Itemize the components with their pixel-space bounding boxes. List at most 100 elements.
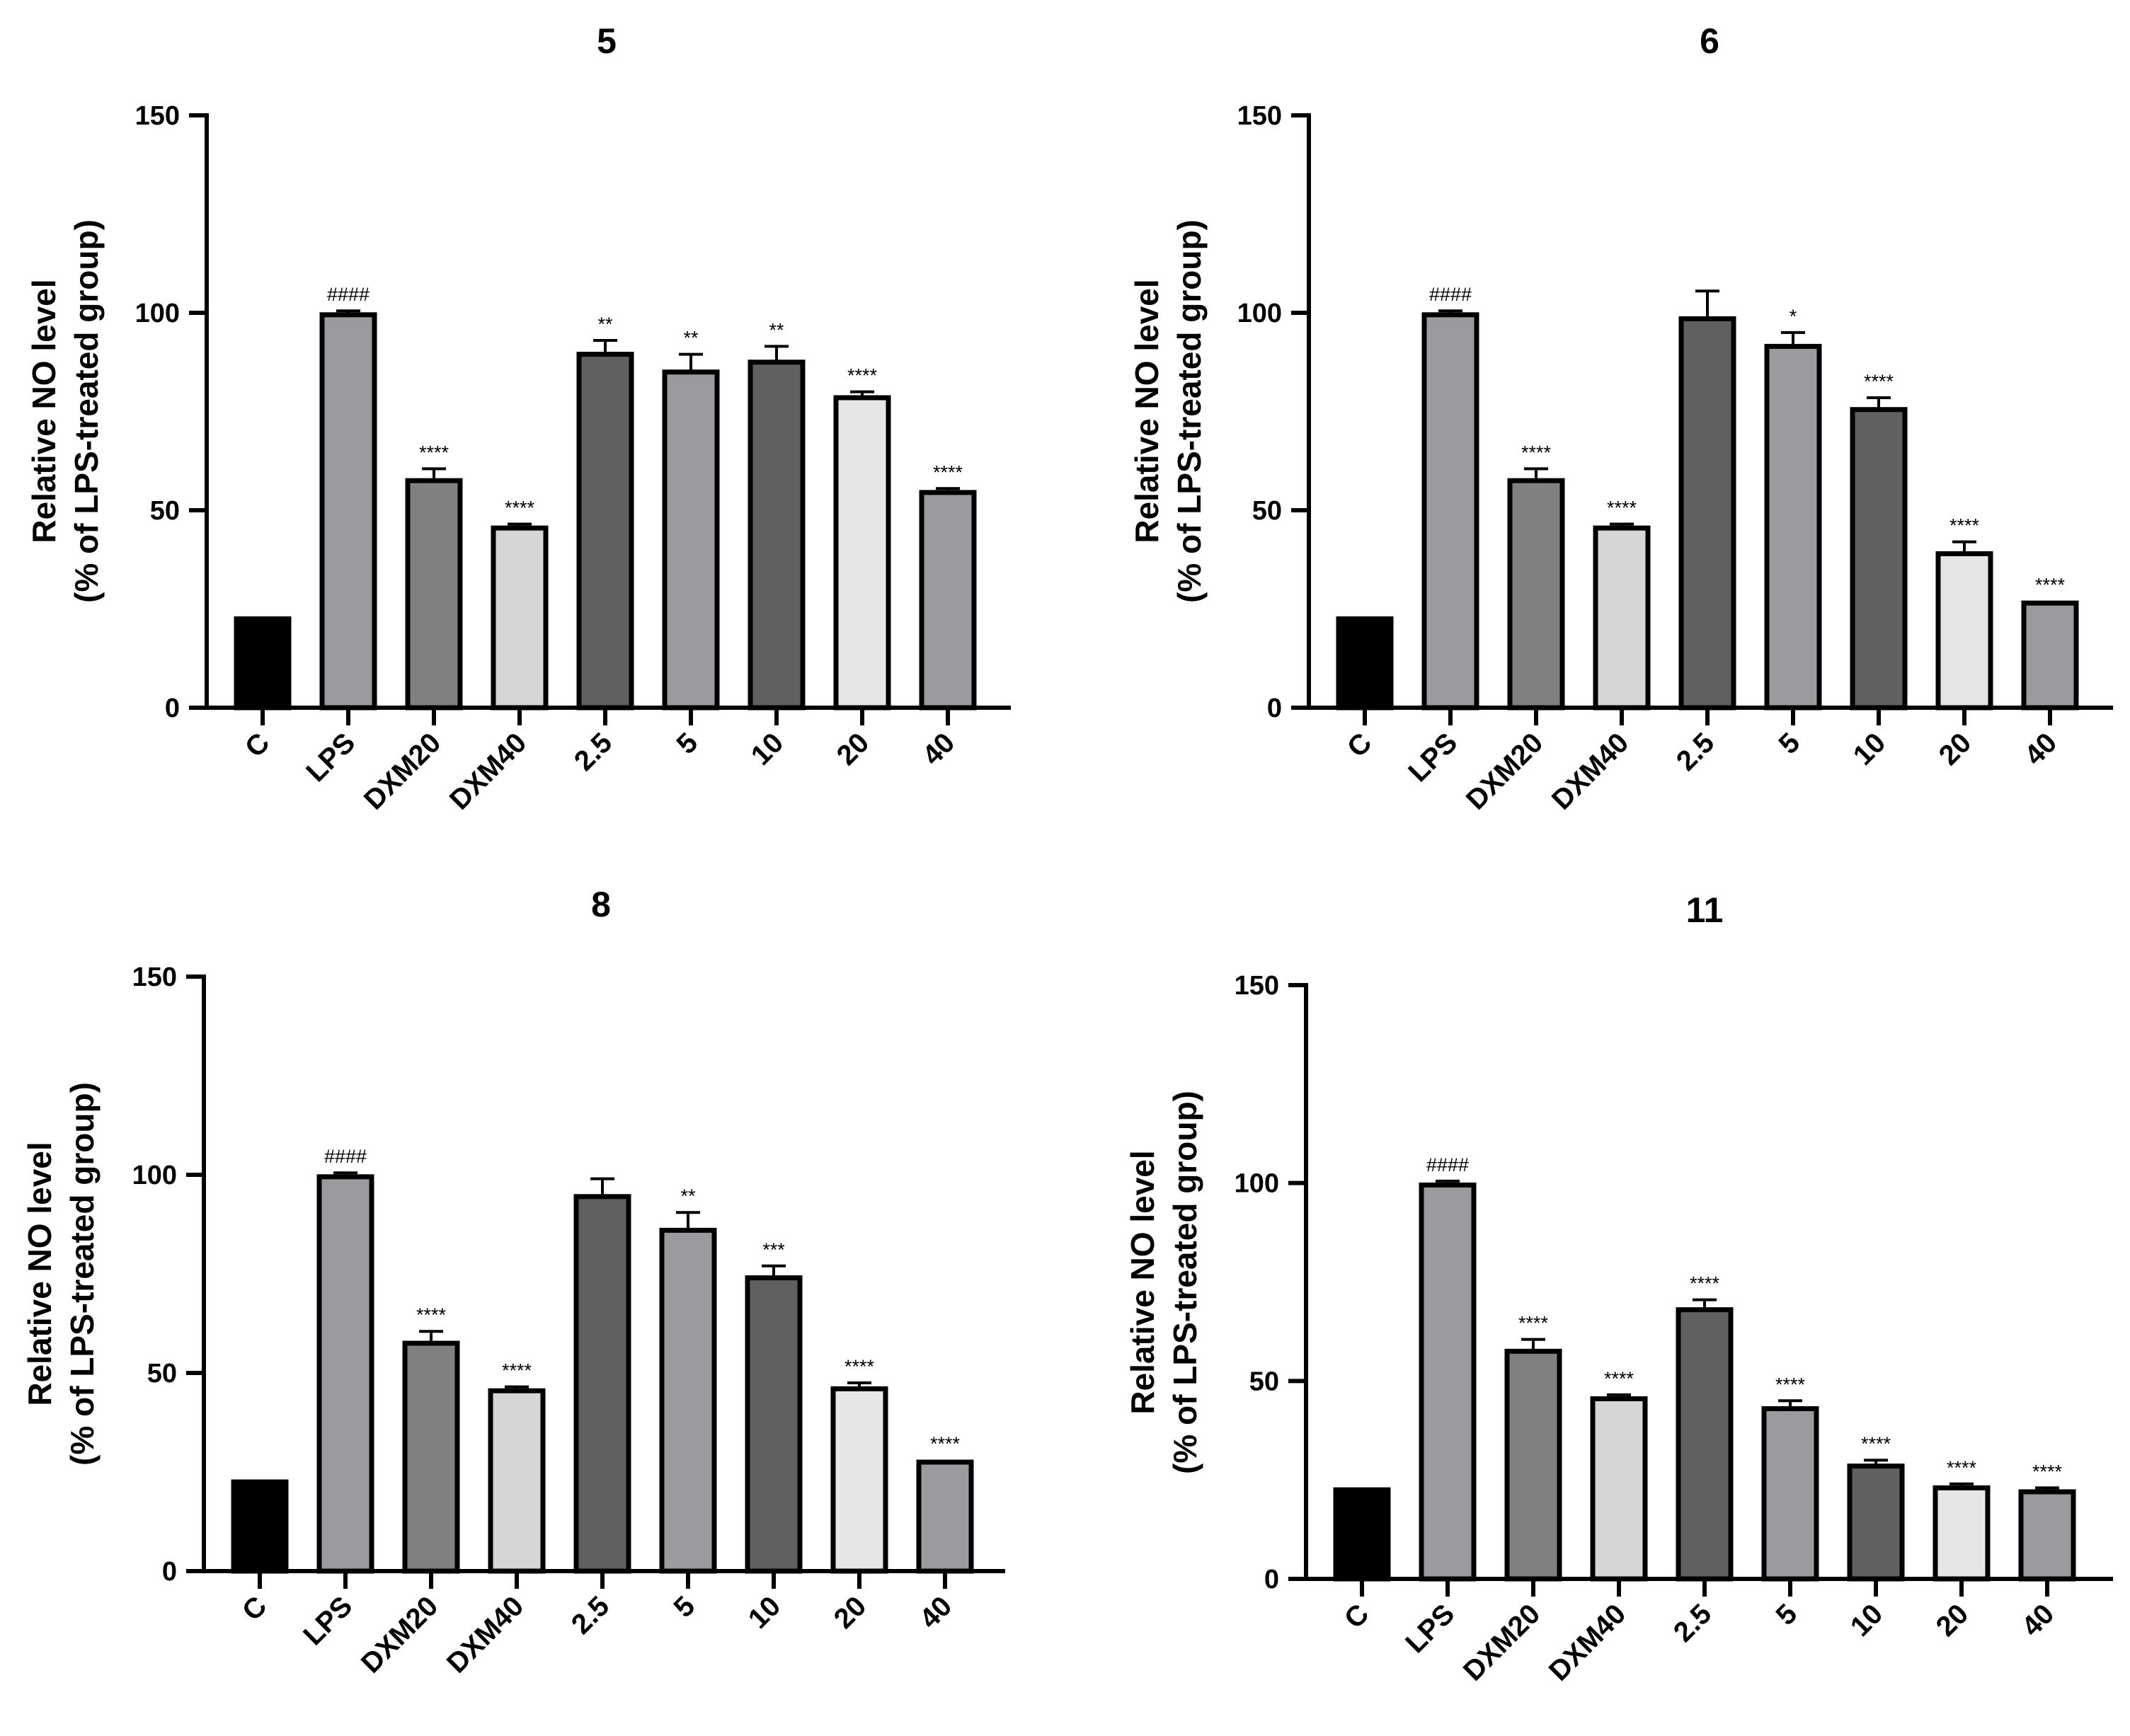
significance-label: ####: [1429, 284, 1472, 305]
bar-LPS: [1419, 1182, 1477, 1582]
x-category-label: 10: [1848, 727, 1892, 771]
y-tick-label: 0: [1267, 694, 1282, 723]
x-category-label: 10: [745, 727, 790, 771]
significance-label: ****: [1864, 371, 1894, 392]
significance-label: ####: [327, 284, 370, 305]
x-category-label: C: [239, 727, 276, 764]
x-category-label: 40: [914, 1590, 958, 1635]
bar-5: [1764, 343, 1822, 711]
y-tick-label: 50: [1249, 1367, 1279, 1396]
x-category-label: LPS: [1399, 1598, 1460, 1659]
y-tick-label: 150: [135, 101, 180, 131]
bar-LPS: [316, 1174, 374, 1574]
bar-20: [833, 395, 891, 711]
chart-title: 5: [597, 21, 617, 61]
x-category-label: DXM20: [358, 727, 447, 815]
bar-DXM20: [1504, 1348, 1562, 1582]
x-category-label: DXM40: [1543, 1598, 1632, 1686]
bar-40: [916, 1459, 974, 1574]
significance-label: ****: [1521, 442, 1552, 463]
x-category-label: LPS: [300, 727, 361, 788]
y-tick-label: 0: [162, 1557, 177, 1587]
significance-label: ****: [1607, 498, 1637, 519]
significance-label: ****: [2035, 574, 2066, 595]
x-category-label: 20: [831, 727, 876, 771]
significance-label: ****: [1947, 1457, 1977, 1478]
bar-5: [662, 369, 720, 711]
x-category-label: 2.5: [568, 727, 618, 776]
y-tick-label: 100: [132, 1161, 177, 1190]
x-category-label: C: [236, 1590, 273, 1627]
y-tick-label: 0: [165, 694, 180, 723]
significance-label: ****: [1775, 1374, 1806, 1395]
y-tick-label: 0: [1264, 1565, 1279, 1594]
chart-panel-11: 11 Relative NO level (% of LPS-treated gro…: [1124, 890, 2113, 1687]
y-axis-label-line1: Relative NO level: [1128, 279, 1165, 543]
chart-panel-6: 6 Relative NO level (% of LPS-treated grou…: [1128, 21, 2113, 816]
significance-label: **: [769, 319, 784, 340]
significance-label: ****: [844, 1356, 875, 1377]
bar-C: [1336, 616, 1394, 711]
y-axis-label-line1: Relative NO level: [1124, 1150, 1161, 1414]
x-category-label: 40: [2019, 727, 2063, 771]
significance-label: ####: [1426, 1154, 1469, 1175]
y-tick-label: 50: [150, 496, 180, 526]
bar-DXM40: [1590, 1396, 1648, 1582]
bar-10: [745, 1275, 803, 1574]
chart-panel-5: 5 Relative NO level (% of LPS-treated grou…: [25, 21, 1011, 816]
chart-panel-8: 8 Relative NO level (% of LPS-treated grou…: [21, 885, 1005, 1679]
significance-label: ****: [1690, 1273, 1720, 1294]
x-category-label: 5: [668, 1590, 702, 1623]
x-category-label: 5: [1773, 727, 1807, 760]
y-axis-label-line2: (% of LPS-treated group): [68, 219, 105, 603]
x-category-label: C: [1339, 1598, 1375, 1635]
x-category-label: 5: [671, 727, 704, 760]
bar-40: [919, 490, 977, 711]
bar-DXM20: [402, 1340, 460, 1574]
x-category-label: DXM40: [441, 1590, 529, 1679]
significance-label: ****: [505, 498, 535, 519]
bar-DXM20: [405, 478, 463, 711]
bar-10: [1847, 1464, 1905, 1582]
bar-DXM20: [1507, 478, 1565, 711]
x-category-label: 20: [828, 1590, 873, 1635]
significance-label: ####: [324, 1146, 367, 1167]
x-category-label: 20: [1930, 1598, 1975, 1643]
bar-10: [748, 360, 806, 711]
bar-LPS: [319, 312, 377, 711]
significance-label: ***: [762, 1239, 785, 1260]
x-category-label: DXM20: [1460, 727, 1549, 815]
significance-label: **: [597, 314, 613, 335]
bar-2.5: [1678, 316, 1736, 711]
significance-label: *: [1790, 306, 1797, 327]
y-axis-label-line1: Relative NO level: [25, 279, 62, 543]
y-tick-label: 50: [1252, 496, 1282, 526]
y-axis-label-line2: (% of LPS-treated group): [1167, 1091, 1203, 1474]
significance-label: ****: [2032, 1461, 2063, 1482]
x-category-label: 2.5: [1668, 1598, 1717, 1648]
x-category-label: LPS: [1402, 727, 1463, 788]
significance-label: **: [680, 1185, 696, 1207]
bar-5: [1761, 1406, 1819, 1582]
significance-label: ****: [419, 442, 450, 463]
y-tick-label: 150: [1237, 101, 1282, 131]
x-category-label: 10: [1845, 1598, 1889, 1643]
y-axis-label-line1: Relative NO level: [21, 1142, 58, 1406]
bar-20: [1935, 551, 1993, 711]
bar-DXM40: [1593, 525, 1651, 711]
x-category-label: LPS: [297, 1590, 358, 1651]
significance-label: **: [683, 328, 699, 349]
x-category-label: 5: [1770, 1598, 1804, 1631]
chart-title: 8: [591, 885, 611, 924]
y-tick-label: 100: [1235, 1169, 1279, 1199]
significance-label: ****: [933, 461, 963, 483]
x-category-label: DXM40: [1546, 727, 1634, 815]
y-tick-label: 50: [147, 1359, 177, 1389]
x-category-label: 2.5: [1671, 727, 1720, 776]
x-category-label: DXM40: [444, 727, 532, 815]
significance-label: ****: [847, 365, 878, 386]
y-tick-label: 100: [1237, 299, 1282, 328]
y-axis-label-line2: (% of LPS-treated group): [1171, 219, 1208, 603]
significance-label: ****: [1604, 1368, 1634, 1389]
